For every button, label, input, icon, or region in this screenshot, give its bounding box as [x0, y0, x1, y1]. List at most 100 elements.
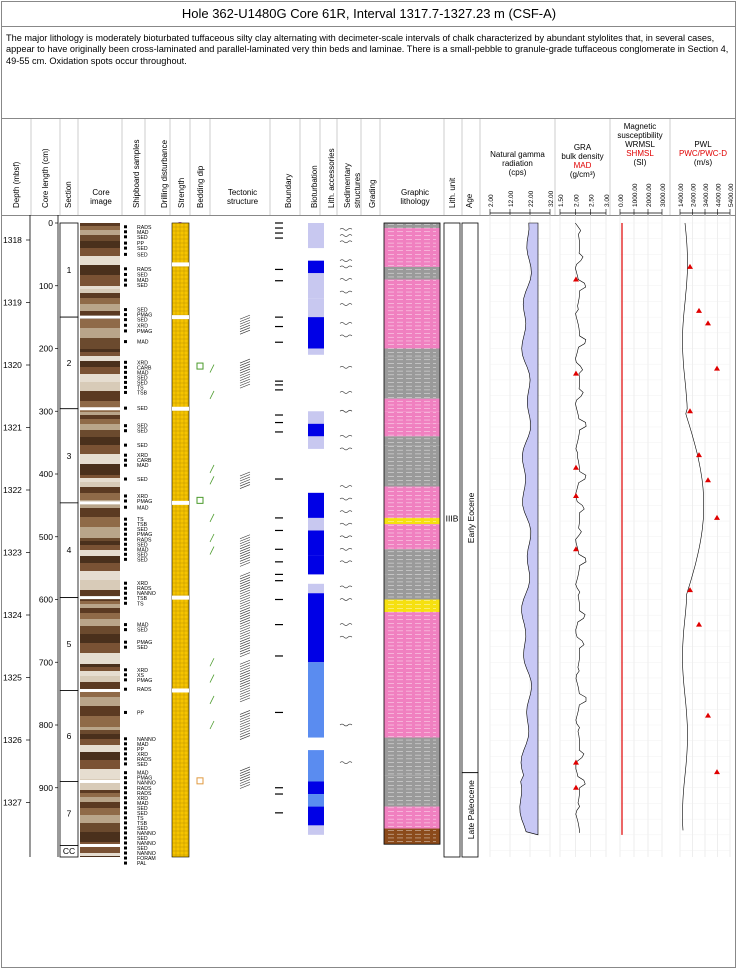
tectonic-hatch: [239, 557, 251, 562]
pwc-point: [696, 307, 702, 313]
tectonic-hatch: [239, 692, 251, 698]
pwl-tick-label: 1400.00: [678, 183, 685, 207]
core-image-strip: [80, 265, 120, 275]
core-image-gap: [80, 501, 120, 505]
sample-label: MAD: [137, 771, 149, 777]
bioturbation-bar: [308, 593, 324, 663]
tectonic-hatch: [239, 361, 251, 366]
core-image-strip: [80, 793, 120, 797]
tectonic-hatch: [239, 589, 251, 595]
graphic-lithology-bed: [384, 436, 440, 446]
core-image-strip: [80, 226, 120, 230]
tectonic-hatch: [239, 476, 251, 482]
core-image-strip: [80, 401, 120, 412]
gra-tick-label: 2.00: [573, 194, 580, 207]
age-label: Late Paleocene: [466, 780, 476, 839]
sample-marker: [124, 340, 127, 344]
core-image-strip: [80, 706, 120, 716]
tectonic-hatch: [239, 599, 251, 605]
sample-label: MAD: [137, 623, 149, 629]
core-image-strip: [80, 374, 120, 382]
tectonic-hatch: [239, 577, 251, 582]
sample-label: TS: [137, 601, 144, 607]
sample-marker: [124, 687, 127, 691]
tectonic-hatch: [239, 771, 251, 777]
core-image-header: Core image: [90, 188, 112, 206]
tectonic-hatch: [239, 647, 251, 652]
tectonic-hatch: [239, 376, 251, 381]
core-image-strip: [80, 634, 120, 643]
bedding-dip-symbol: [196, 777, 204, 785]
pwc-point: [696, 621, 702, 627]
tectonic-hatch: [239, 363, 251, 369]
sample-label: NANNO: [137, 591, 156, 597]
sample-label: NANNO: [137, 841, 156, 847]
tectonic-hatch: [239, 381, 251, 386]
sample-label: PMAG: [137, 329, 152, 335]
depth-tick-label: 1325: [3, 673, 22, 683]
bioturbation-bar: [308, 492, 324, 518]
tectonic-hatch: [239, 479, 251, 484]
tectonic-hatch: [239, 562, 251, 567]
tectonic-hatch: [239, 774, 251, 779]
pwc-point: [714, 514, 720, 520]
tectonic-hatch: [239, 672, 251, 678]
core-image-gap: [80, 779, 120, 783]
core-image-strip: [80, 797, 120, 802]
sedimentary-structure-symbol: [339, 485, 353, 488]
sample-label: XRD: [137, 668, 148, 674]
sedimentary-structure-symbol: [339, 366, 353, 369]
sedimentary-structure-symbol: [339, 391, 353, 394]
tectonic-hatch: [239, 559, 251, 565]
bedding-dip-symbol: [196, 362, 204, 370]
core-image-strip: [80, 338, 120, 349]
bioturbation-bar: [308, 750, 324, 782]
core-image-strip: [80, 493, 120, 500]
core-image-strip: [80, 590, 120, 601]
sedimentary-structure-symbol: [339, 510, 353, 513]
sample-label: MAD: [137, 547, 149, 553]
core-image-strip: [80, 808, 120, 815]
sample-marker: [124, 628, 127, 632]
tectonic-hatch: [239, 735, 251, 740]
tectonic-hatch: [239, 670, 251, 675]
sample-label: SED: [137, 836, 148, 842]
sample-marker: [124, 246, 127, 250]
sample-marker: [124, 429, 127, 433]
bioturbation-bar: [308, 273, 324, 299]
tectonic-hatch: [239, 769, 251, 774]
core-image-strip: [80, 475, 120, 478]
bioturbation-bar: [308, 260, 324, 274]
sedimentary-structure-symbol: [339, 234, 353, 237]
pwl-tick-label: 4400.00: [716, 183, 723, 207]
core-image-strip: [80, 769, 120, 779]
depth-tick-label: 1320: [3, 360, 22, 370]
sample-label: SED: [137, 380, 148, 386]
tectonic-hatch: [239, 614, 251, 620]
core-image-strip: [80, 223, 120, 226]
tectonic-hatch: [239, 727, 251, 733]
graphic-lithology-bed: [384, 806, 440, 829]
core-image-strip: [80, 538, 120, 541]
sample-marker: [124, 596, 127, 600]
sample-label: PP: [137, 747, 144, 753]
depth-tick-label: 1323: [3, 548, 22, 558]
sample-label: PMAG: [137, 678, 152, 684]
core-image-strip: [80, 415, 120, 419]
core-image-strip: [80, 508, 120, 517]
core-image-strip: [80, 604, 120, 608]
tectonic-hatch: [239, 685, 251, 690]
core-image-strip: [80, 382, 120, 391]
sample-marker: [124, 781, 127, 785]
sample-marker: [124, 821, 127, 825]
tectonic-hatch: [239, 366, 251, 371]
tectonic-hatch: [239, 604, 251, 610]
tectonic-hatch: [239, 549, 251, 555]
sample-label: SED: [137, 762, 148, 768]
sample-label: SED: [137, 235, 148, 241]
core-image-strip: [80, 823, 120, 832]
sample-marker: [124, 816, 127, 820]
graphic-lithology-bed: [384, 737, 440, 776]
tectonic-hatch: [239, 378, 251, 384]
core-image-strip: [80, 856, 120, 857]
